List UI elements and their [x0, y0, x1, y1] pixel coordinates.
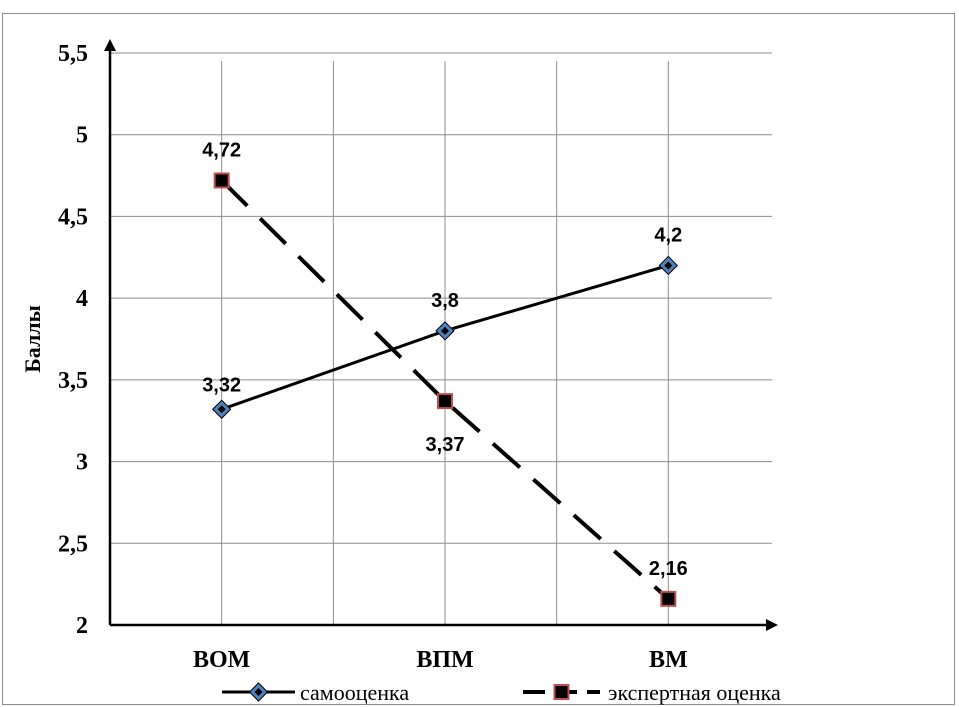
legend-marker-1-center [254, 688, 263, 696]
data-label: 3,32 [202, 374, 241, 396]
legend: самооценка экспертная оценка [222, 680, 781, 705]
series-2-point-center [215, 174, 228, 187]
y-axis-label: Баллы [20, 305, 45, 373]
data-label: 4,72 [202, 139, 241, 161]
y-tick-label: 4,5 [58, 204, 88, 230]
y-tick-label: 4 [76, 286, 88, 312]
legend-label-1: самооценка [300, 680, 409, 705]
legend-marker-2-center [555, 686, 568, 698]
data-label: 2,16 [649, 558, 688, 580]
y-tick-label: 2,5 [58, 531, 88, 557]
series [211, 172, 679, 607]
y-tick-label: 3,5 [58, 368, 88, 394]
axes: 2 2,5 3 3,5 4 4,5 5 5,5 ВОМ ВПМ ВМ Баллы [20, 39, 778, 673]
series-2-point-center [439, 395, 451, 408]
y-tick-label: 3 [76, 450, 88, 476]
x-tick-label: ВОМ [193, 647, 250, 673]
grid [110, 52, 772, 625]
data-label: 4,2 [654, 224, 682, 246]
x-tick-label: ВПМ [416, 647, 473, 673]
data-label: 3,37 [426, 434, 465, 456]
legend-label-2: экспертная оценка [608, 680, 781, 705]
series-line-2 [220, 179, 670, 601]
y-tick-label: 5 [76, 123, 88, 149]
x-tick-label: ВМ [649, 647, 688, 673]
data-labels: 3,32 3,8 4,2 4,72 3,37 2,16 [202, 139, 688, 579]
series-1-point-center [217, 405, 226, 414]
series-1-point-center [441, 326, 449, 335]
y-tick-label: 2 [76, 613, 88, 639]
series-1-point-center [664, 261, 673, 270]
data-label: 3,8 [431, 290, 459, 312]
chart-frame [2, 13, 955, 705]
y-tick-label: 5,5 [58, 41, 88, 67]
series-2-point-center [662, 592, 675, 605]
